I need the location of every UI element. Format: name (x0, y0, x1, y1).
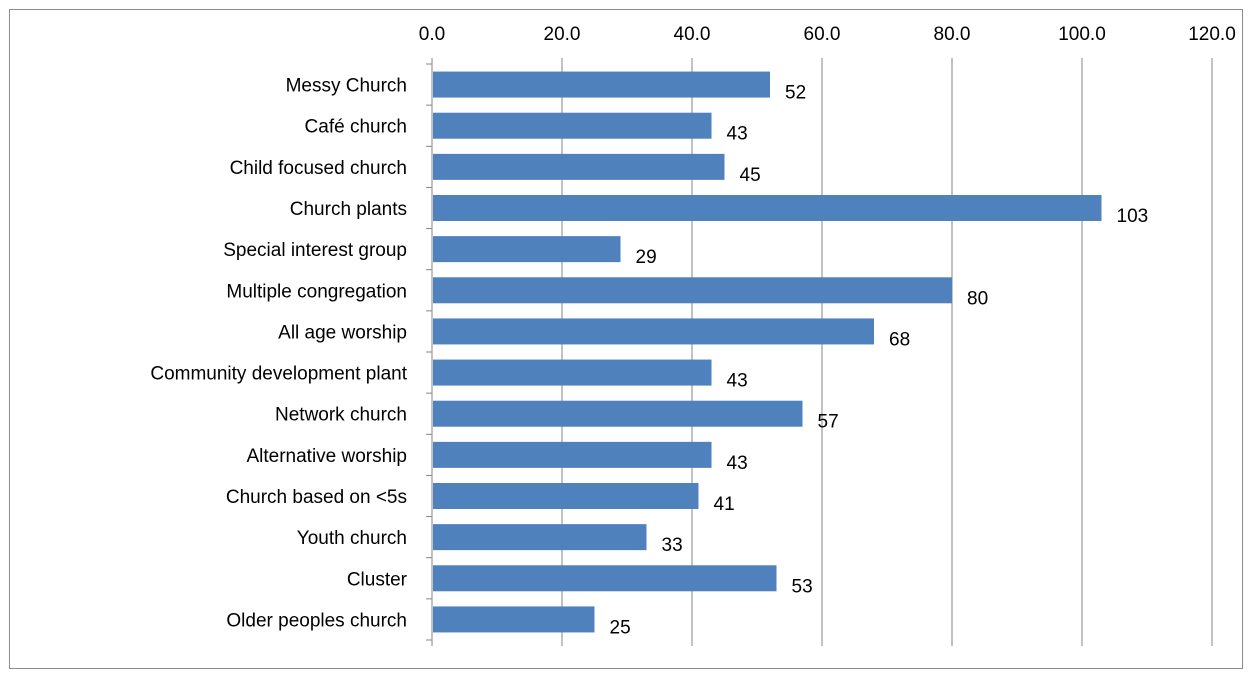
category-label: Special interest group (223, 240, 407, 261)
bar (433, 441, 712, 468)
data-label: 25 (610, 617, 631, 638)
category-label: Youth church (297, 528, 407, 549)
category-label: Café church (305, 117, 407, 138)
x-tick-label: 100.0 (1058, 24, 1106, 45)
category-label: Messy Church (286, 76, 407, 97)
data-label: 45 (740, 165, 761, 186)
bars (433, 71, 1102, 633)
category-label: Church plants (290, 199, 407, 220)
category-label: Alternative worship (246, 446, 407, 467)
bar (433, 71, 770, 98)
bar (433, 606, 595, 633)
category-label: Network church (275, 405, 407, 426)
x-tick-label: 20.0 (544, 24, 581, 45)
data-label: 52 (785, 83, 806, 104)
bar (433, 565, 777, 592)
bar (433, 236, 621, 263)
x-tick-label: 0.0 (419, 24, 445, 45)
labels: 0.0 20.0 40.0 60.0 80.0 100.0 120.0 Messy Churc… (150, 24, 1235, 638)
data-label: 80 (967, 288, 988, 309)
axes (426, 58, 1213, 646)
data-label: 68 (889, 329, 910, 350)
bar (433, 524, 647, 551)
data-label: 103 (1117, 206, 1149, 227)
data-label: 33 (662, 535, 683, 556)
data-label: 29 (636, 247, 657, 268)
bar (433, 400, 803, 427)
x-tick-label: 40.0 (674, 24, 711, 45)
bar (433, 112, 712, 139)
data-label: 43 (727, 453, 748, 474)
data-label: 43 (727, 124, 748, 145)
category-label: Church based on <5s (226, 487, 407, 508)
bar (433, 277, 952, 304)
data-label: 43 (727, 371, 748, 392)
data-label: 57 (818, 412, 839, 433)
bar (433, 359, 712, 386)
bar (433, 483, 699, 509)
bar (433, 318, 874, 345)
gridlines (561, 64, 1213, 640)
x-tick-label: 120.0 (1188, 24, 1236, 45)
bar (433, 195, 1102, 221)
data-label: 41 (714, 494, 735, 515)
category-label: Community development plant (150, 364, 407, 385)
bar (433, 153, 725, 180)
x-tick-label: 80.0 (934, 24, 971, 45)
category-label: All age worship (278, 322, 407, 343)
data-label: 53 (792, 576, 813, 597)
category-label: Cluster (347, 569, 408, 590)
x-tick-label: 60.0 (804, 24, 841, 45)
category-label: Multiple congregation (226, 281, 407, 302)
category-label: Child focused church (230, 158, 407, 179)
category-label: Older peoples church (226, 610, 407, 631)
